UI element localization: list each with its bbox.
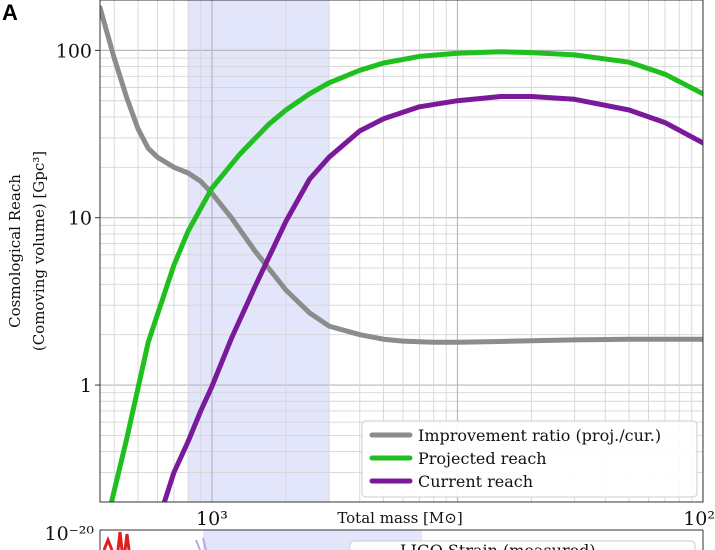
legend-label: Current reach bbox=[418, 472, 533, 491]
shaded-region bbox=[188, 0, 330, 502]
series-line-projected-reach bbox=[109, 49, 703, 502]
bottom-panel: 10⁻²⁰ LIGO Strain (measured) bbox=[45, 523, 704, 550]
bottom-panel-ytick: 10⁻²⁰ bbox=[45, 523, 95, 545]
series-line-improvement-ratio-proj-cur bbox=[100, 5, 703, 345]
panel-label: A bbox=[2, 0, 18, 25]
legend-label: Improvement ratio (proj./cur.) bbox=[418, 426, 661, 445]
bottom-panel-red-trace bbox=[102, 531, 131, 550]
bottom-legend-label: LIGO Strain (measured) bbox=[400, 541, 596, 550]
x-axis-label: Total mass [M⊙] bbox=[337, 509, 462, 527]
legend: Improvement ratio (proj./cur.) Projected … bbox=[361, 420, 698, 498]
bottom-legend-box bbox=[349, 540, 696, 550]
series-line-current-reach bbox=[161, 94, 703, 502]
x-tick-label: 10³ bbox=[196, 508, 228, 530]
y-tick-label: 100 bbox=[56, 40, 92, 62]
y-tick-label: 10 bbox=[68, 208, 92, 230]
y-axis-label-line1: Cosmological Reach bbox=[6, 174, 24, 328]
y-tick-label: 1 bbox=[80, 375, 92, 397]
bottom-panel-purple-trace bbox=[195, 537, 207, 550]
legend-label: Projected reach bbox=[418, 449, 547, 468]
legend-box bbox=[361, 420, 698, 498]
plot-frame bbox=[99, 0, 704, 503]
y-axis-label-line2: (Comoving volume) [Gpc³] bbox=[30, 151, 48, 351]
x-tick-label: 10² bbox=[683, 508, 715, 530]
